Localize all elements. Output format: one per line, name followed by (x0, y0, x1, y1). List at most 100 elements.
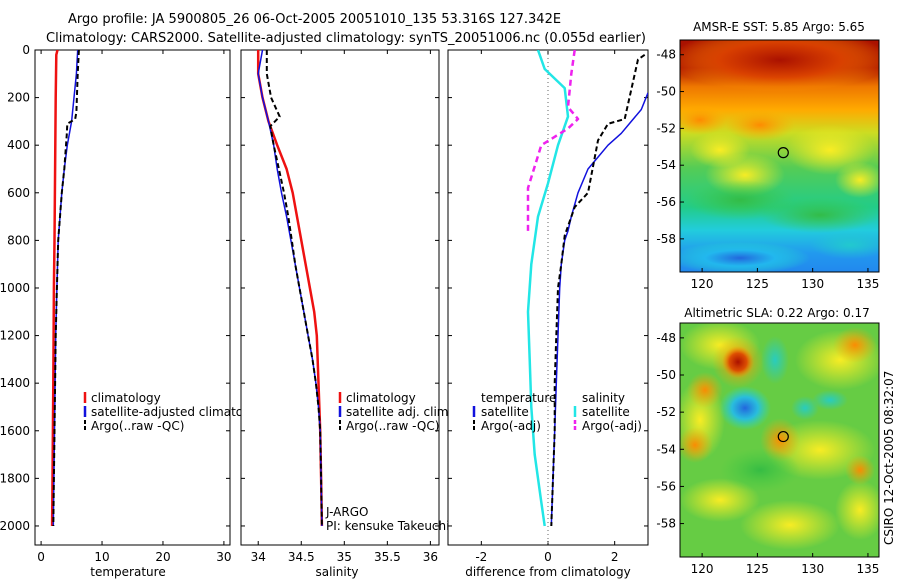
sst-field (680, 40, 879, 272)
y-tick-label: -52 (656, 121, 676, 135)
pi-annotation: PI: kensuke Takeuchi (326, 519, 449, 533)
legend-label-sal-argo: Argo(-adj) (582, 419, 642, 433)
figure-title-line1: Argo profile: JA 5900805_26 06-Oct-2005 … (68, 12, 561, 27)
difference-y-ticks (448, 49, 648, 527)
y-tick-label: 2000 (0, 519, 30, 533)
x-tick-label: 35 (337, 550, 352, 564)
x-tick-label: 34.5 (288, 550, 315, 564)
difference-panel: -2 0 2 difference from climatology tempera… (447, 49, 649, 579)
sla-field (680, 323, 879, 557)
series-line-salinity-satellite (526, 50, 570, 527)
y-tick-label: -54 (656, 158, 676, 172)
salinity-xlabel: salinity (315, 565, 358, 579)
y-tick-label: -50 (656, 85, 676, 99)
y-tick-label: 400 (7, 138, 30, 152)
temperature-xlabel: temperature (90, 565, 165, 579)
x-tick-label: 34 (251, 550, 266, 564)
x-tick-label: 125 (746, 562, 769, 576)
legend-label-temp-argo: Argo(-adj) (481, 419, 541, 433)
x-tick-label: 20 (155, 550, 170, 564)
sla-map-title: Altimetric SLA: 0.22 Argo: 0.17 (684, 306, 869, 320)
x-tick-label: 36 (423, 550, 438, 564)
x-tick-label: -2 (475, 550, 487, 564)
x-tick-label: 120 (691, 562, 714, 576)
y-tick-label: -48 (656, 331, 676, 345)
x-tick-label: 120 (691, 277, 714, 291)
legend-label-argo: Argo(..raw -QC) (346, 419, 439, 433)
y-tick-label: -54 (656, 442, 676, 456)
x-tick-label: 35.5 (374, 550, 401, 564)
y-tick-label: -58 (656, 232, 676, 246)
temperature-axes-box (34, 49, 231, 546)
y-tick-label: -56 (656, 195, 676, 209)
y-tick-label: 1600 (0, 424, 30, 438)
sla-map-ticks: 120 125 130 135 -48 -50 -52 -54 -56 -58 (656, 331, 879, 576)
series-line-argo-raw-qc (265, 50, 323, 527)
y-tick-label: -50 (656, 368, 676, 382)
project-annotation: J-ARGO (325, 505, 368, 519)
credit-text: CSIRO 12-Oct-2005 08:32:07 (882, 371, 896, 545)
sla-map: Altimetric SLA: 0.22 Argo: 0.17 120 1 (656, 306, 880, 576)
difference-legend: temperature salinity satellite Argo(-adj… (472, 391, 642, 433)
series-line-temperature-argo-adj (550, 53, 646, 527)
legend-header-salinity: salinity (582, 391, 625, 405)
x-tick-label: 125 (746, 277, 769, 291)
y-tick-label: 1200 (0, 329, 30, 343)
salinity-series (256, 50, 324, 527)
legend-label-satellite: satellite-adjusted climatology (91, 405, 269, 419)
x-tick-label: 30 (216, 550, 231, 564)
y-tick-label: -48 (656, 48, 676, 62)
x-tick-label: 2 (611, 550, 619, 564)
legend-label-argo: Argo(..raw -QC) (91, 419, 184, 433)
series-line-satellite-adj-clim (257, 50, 323, 527)
sst-map-frame (679, 39, 880, 273)
sla-map-frame (679, 322, 880, 558)
difference-series (526, 50, 648, 527)
x-tick-label: 10 (94, 550, 109, 564)
y-tick-label: 1400 (0, 376, 30, 390)
legend-header-temperature: temperature (481, 391, 556, 405)
series-line-climatology (50, 50, 59, 527)
y-tick-label: 600 (7, 186, 30, 200)
y-tick-label: -58 (656, 517, 676, 531)
temperature-legend: climatology satellite-adjusted climatolo… (83, 391, 269, 433)
series-line-argo-raw-qc (52, 50, 80, 527)
y-tick-label: 200 (7, 91, 30, 105)
x-tick-label: 135 (856, 277, 879, 291)
salinity-axes-box (240, 49, 440, 546)
legend-label-climatology: climatology (91, 391, 161, 405)
difference-xlabel: difference from climatology (465, 565, 631, 579)
x-tick-label: 0 (544, 550, 552, 564)
temperature-y-ticks: 0 200 400 600 800 1000 1200 1400 1600 1800 2000 (0, 43, 230, 533)
salinity-legend: climatology satellite adj. clim. Argo(..… (338, 391, 452, 433)
figure-title-line2: Climatology: CARS2000. Satellite-adjuste… (46, 31, 646, 46)
x-tick-label: 135 (856, 562, 879, 576)
y-tick-label: -56 (656, 479, 676, 493)
y-tick-label: 0 (22, 43, 30, 57)
x-tick-label: 130 (801, 277, 824, 291)
argo-location-marker (777, 147, 789, 159)
sst-map-title: AMSR-E SST: 5.85 Argo: 5.65 (693, 20, 865, 34)
y-tick-label: -52 (656, 405, 676, 419)
legend-label-temp-satellite: satellite (481, 405, 529, 419)
temperature-panel: 0 200 400 600 800 1000 1200 1400 1600 1800 2000 0 1… (0, 43, 269, 579)
temperature-x-ticks: 0 10 20 30 (37, 50, 232, 564)
sst-map: AMSR-E SST: 5.85 Argo: 5.65 120 125 130 135… (656, 20, 880, 291)
y-tick-label: 1000 (0, 281, 30, 295)
x-tick-label: 0 (37, 550, 45, 564)
y-tick-label: 800 (7, 233, 30, 247)
x-tick-label: 130 (801, 562, 824, 576)
salinity-x-ticks: 34 34.5 35 35.5 36 (251, 50, 438, 564)
legend-label-satellite: satellite adj. clim. (346, 405, 452, 419)
temperature-series (50, 50, 80, 527)
difference-x-ticks: -2 0 2 (475, 50, 618, 564)
legend-label-sal-satellite: satellite (582, 405, 630, 419)
salinity-y-ticks (241, 49, 439, 527)
legend-label-climatology: climatology (346, 391, 416, 405)
series-line-salinity-argo-adj (526, 50, 580, 231)
salinity-panel: 34 34.5 35 35.5 36 salinity climatology sate… (240, 49, 452, 579)
y-tick-label: 1800 (0, 471, 30, 485)
sst-map-ticks: 120 125 130 135 -48 -50 -52 -54 -56 -58 (656, 48, 879, 291)
argo-location-marker (777, 430, 789, 443)
